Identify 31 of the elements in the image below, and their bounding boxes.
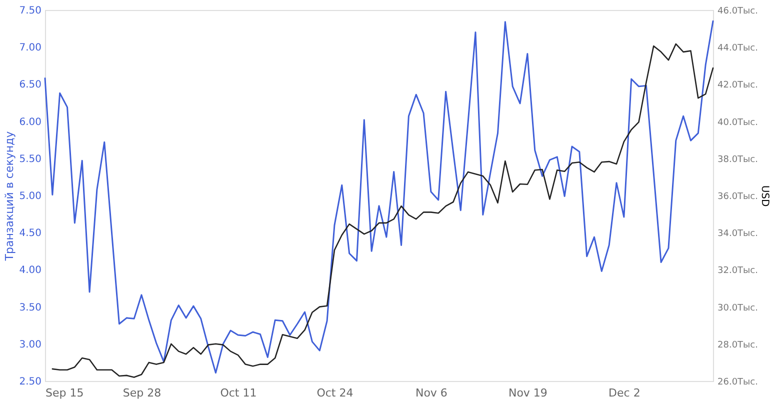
y2-tick-label: 26.0Тыс. bbox=[718, 378, 758, 388]
y2-axis-title: USD bbox=[758, 185, 770, 207]
y-tick-label: 2.50 bbox=[19, 376, 42, 388]
y2-tick-label: 44.0Тыс. bbox=[718, 44, 758, 54]
y-tick-label: 6.50 bbox=[19, 80, 42, 91]
y-tick-label: 7.50 bbox=[19, 6, 42, 16]
y-tick-label: 5.50 bbox=[19, 154, 42, 165]
y-tick-label: 7.00 bbox=[19, 42, 42, 54]
x-tick-label: Sep 28 bbox=[122, 386, 162, 400]
y-tick-label: 6.00 bbox=[19, 116, 42, 128]
y2-tick-label: 36.0Тыс. bbox=[718, 192, 758, 202]
y2-tick-label: 28.0Тыс. bbox=[718, 340, 758, 350]
y2-tick-label: 38.0Тыс. bbox=[718, 154, 758, 165]
y-tick-label: 4.00 bbox=[19, 265, 42, 276]
y2-tick-label: 30.0Тыс. bbox=[718, 303, 758, 314]
y-tick-label: 4.50 bbox=[19, 228, 42, 240]
y2-tick-label: 42.0Тыс. bbox=[718, 80, 758, 91]
y-tick-label: 3.00 bbox=[19, 339, 42, 350]
x-tick-label: Sep 15 bbox=[46, 386, 84, 400]
y2-tick-label: 32.0Тыс. bbox=[718, 266, 758, 276]
x-tick-label: Oct 24 bbox=[316, 386, 354, 400]
x-tick-label: Nov 19 bbox=[508, 386, 548, 400]
y2-tick-label: 40.0Тыс. bbox=[718, 118, 758, 128]
y-tick-label: 5.00 bbox=[19, 191, 42, 202]
y2-tick-label: 34.0Тыс. bbox=[718, 229, 758, 240]
x-tick-label: Oct 11 bbox=[220, 386, 257, 400]
x-tick-label: Nov 6 bbox=[415, 386, 448, 400]
y-axis-title: Транзакций в секунду bbox=[3, 130, 16, 262]
y2-tick-label: 46.0Тыс. bbox=[718, 6, 758, 16]
y-tick-label: 3.50 bbox=[19, 302, 42, 314]
x-tick-label: Dec 2 bbox=[608, 386, 640, 400]
